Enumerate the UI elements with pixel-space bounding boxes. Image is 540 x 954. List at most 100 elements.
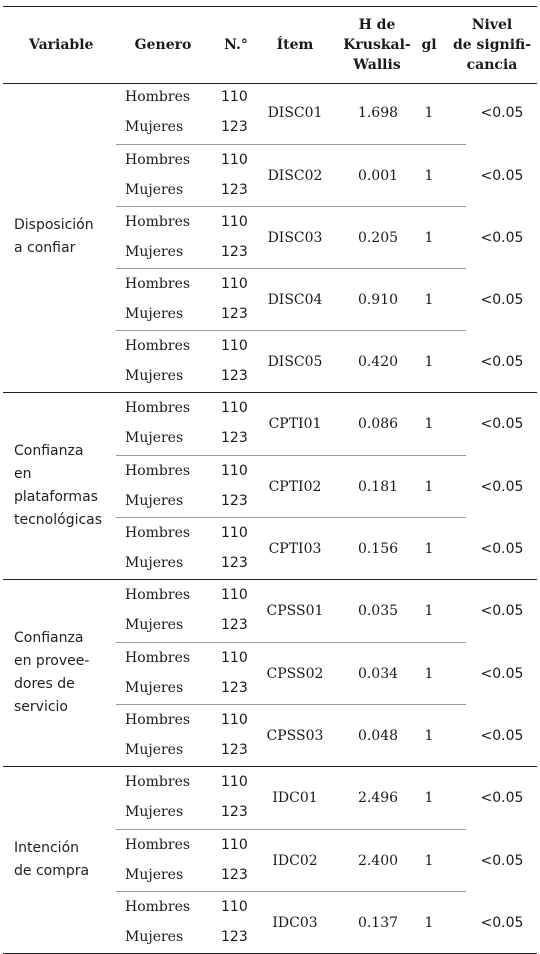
count-cell: 110 (221, 89, 248, 105)
item-code: DISC03 (267, 229, 323, 246)
significance-value: <0.05 (480, 478, 524, 495)
count-cell: 110 (221, 525, 248, 541)
h-value: 2.496 (357, 789, 399, 806)
table-row: Hombres 110 Mujeres 123 DISC01 1.698 1 <0.05 (116, 82, 523, 144)
gl-value: 1 (424, 914, 434, 931)
variable-label-line: en (14, 466, 32, 482)
header-nivel-line: cancia (466, 57, 518, 73)
count-cell: 123 (221, 555, 248, 571)
item-code: DISC04 (267, 291, 323, 308)
gender-cell: Hombres (125, 214, 191, 230)
count-cell: 123 (221, 244, 248, 260)
gender-cell: Mujeres (125, 804, 184, 820)
h-value: 0.910 (357, 291, 399, 308)
variable-label: Confianza en plataformas tecnológicas (14, 393, 114, 579)
gender-cell: Hombres (125, 463, 191, 479)
variable-label: Disposición a confiar (14, 82, 114, 392)
count-cell: 123 (221, 804, 248, 820)
significance-value: <0.05 (480, 852, 524, 869)
table-row: Hombres 110 Mujeres 123 CPSS01 0.035 1 <0.05 (116, 580, 523, 642)
count-cell: 110 (221, 338, 248, 354)
gender-cell: Hombres (125, 276, 191, 292)
table-row: Hombres 110 Mujeres 123 DISC02 0.001 1 <0.05 (116, 144, 523, 206)
gl-value: 1 (424, 789, 434, 806)
item-code: CPTI01 (268, 415, 322, 432)
table-row: Hombres 110 Mujeres 123 IDC01 2.496 1 <0.05 (116, 767, 523, 829)
gender-cell: Hombres (125, 837, 191, 853)
table-row: Hombres 110 Mujeres 123 DISC04 0.910 1 <0.05 (116, 268, 523, 330)
gender-cell: Hombres (125, 525, 191, 541)
gender-cell: Hombres (125, 774, 191, 790)
table-row: Hombres 110 Mujeres 123 DISC03 0.205 1 <0.05 (116, 206, 523, 268)
significance-value: <0.05 (480, 665, 524, 682)
header-nivel-significancia: Nivel de signifi- cancia (447, 7, 537, 83)
header-gl: gl (421, 37, 437, 53)
gl-value: 1 (424, 665, 434, 682)
table-row: Hombres 110 Mujeres 123 CPSS03 0.048 1 <0.05 (116, 704, 523, 766)
variable-label-line: Confianza (14, 443, 84, 459)
count-cell: 123 (221, 680, 248, 696)
header-variable: Variable (29, 37, 94, 53)
table-row: Hombres 110 Mujeres 123 CPTI02 0.181 1 <0.05 (116, 455, 523, 517)
count-cell: 123 (221, 867, 248, 883)
header-nivel-line: Nivel (471, 17, 513, 33)
h-value: 0.420 (357, 353, 399, 370)
item-code: DISC02 (267, 167, 323, 184)
count-cell: 123 (221, 742, 248, 758)
h-value: 0.035 (357, 602, 399, 619)
gender-cell: Hombres (125, 899, 191, 915)
count-cell: 123 (221, 430, 248, 446)
item-code: IDC02 (272, 852, 318, 869)
h-value: 2.400 (357, 852, 399, 869)
count-cell: 123 (221, 929, 248, 945)
item-code: CPSS03 (266, 727, 324, 744)
count-cell: 123 (221, 368, 248, 384)
gl-value: 1 (424, 167, 434, 184)
variable-label-line: Confianza (14, 630, 84, 646)
item-code: CPTI03 (268, 540, 322, 557)
table-header: Variable Genero N.° Ítem H de Kruskal- W… (3, 6, 537, 84)
count-cell: 123 (221, 306, 248, 322)
significance-value: <0.05 (480, 167, 524, 184)
table-body: Disposición a confiar Hombres 110 Mujeres 123… (3, 82, 537, 954)
count-cell: 123 (221, 119, 248, 135)
count-cell: 123 (221, 493, 248, 509)
significance-value: <0.05 (480, 229, 524, 246)
variable-label-line: en provee- (14, 653, 90, 669)
gender-cell: Mujeres (125, 867, 184, 883)
h-value: 0.034 (357, 665, 399, 682)
gender-cell: Mujeres (125, 244, 184, 260)
gender-cell: Mujeres (125, 929, 184, 945)
h-value: 0.001 (357, 167, 399, 184)
count-cell: 110 (221, 650, 248, 666)
variable-label: Confianza en provee-dores de servicio (14, 580, 114, 766)
significance-value: <0.05 (480, 727, 524, 744)
count-cell: 110 (221, 587, 248, 603)
count-cell: 123 (221, 617, 248, 633)
variable-group: Confianza en provee-dores de servicio Hombr… (3, 580, 537, 767)
gender-cell: Mujeres (125, 119, 184, 135)
gl-value: 1 (424, 415, 434, 432)
count-cell: 110 (221, 152, 248, 168)
item-code: CPSS01 (266, 602, 324, 619)
gl-value: 1 (424, 104, 434, 121)
variable-label-line: a confiar (14, 240, 76, 256)
significance-value: <0.05 (480, 291, 524, 308)
gender-cell: Hombres (125, 400, 191, 416)
gender-cell: Hombres (125, 650, 191, 666)
count-cell: 110 (221, 276, 248, 292)
count-cell: 110 (221, 899, 248, 915)
gl-value: 1 (424, 291, 434, 308)
item-code: IDC01 (272, 789, 318, 806)
gender-cell: Mujeres (125, 742, 184, 758)
count-cell: 123 (221, 182, 248, 198)
header-genero: Genero (134, 37, 192, 53)
significance-value: <0.05 (480, 540, 524, 557)
h-value: 0.137 (357, 914, 399, 931)
h-value: 0.205 (357, 229, 399, 246)
gl-value: 1 (424, 602, 434, 619)
header-item: Ítem (276, 37, 314, 53)
variable-label-line: plataformas (14, 489, 98, 505)
variable-label-line: tecnológicas (14, 512, 103, 528)
